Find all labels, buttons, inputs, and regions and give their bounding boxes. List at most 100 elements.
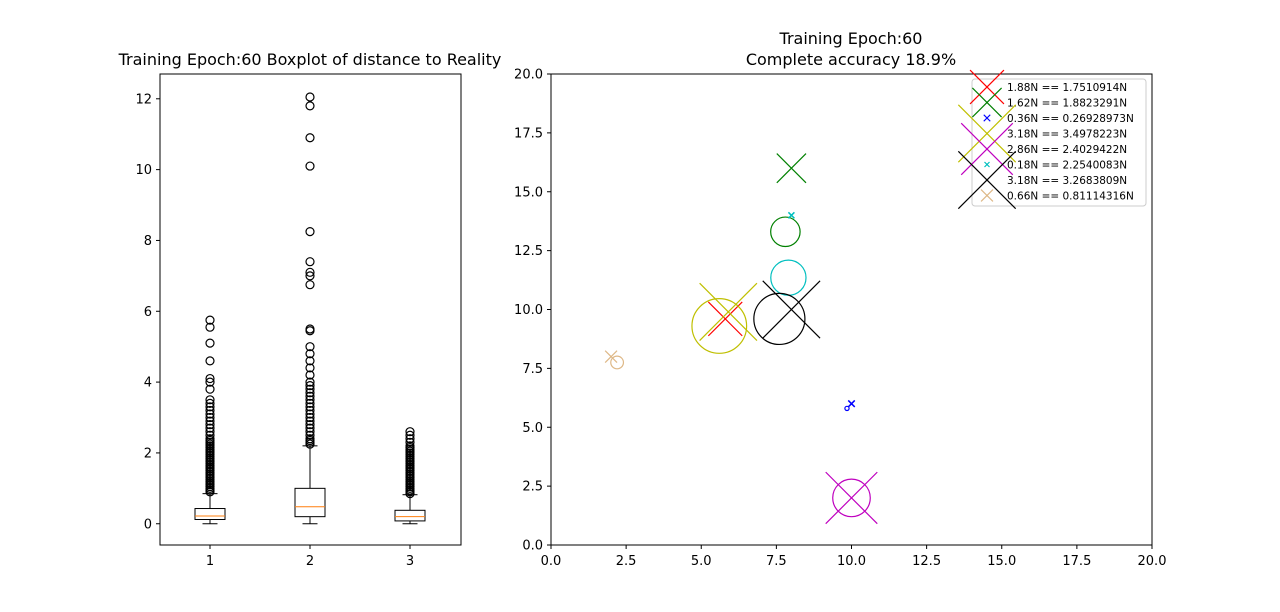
boxplot-chart: Training Epoch:60 Boxplot of distance to… <box>118 50 502 569</box>
y-tick-label: 17.5 <box>514 126 543 141</box>
outlier-point <box>205 377 215 387</box>
predicted-marker <box>604 350 618 363</box>
x-tick-label: 7.5 <box>766 554 787 569</box>
legend-marker <box>984 161 990 168</box>
outlier-point <box>405 437 415 447</box>
outlier-point <box>205 427 215 437</box>
outlier-point <box>305 161 315 171</box>
scatter-subtitle: Complete accuracy 18.9% <box>746 50 956 69</box>
predicted-marker <box>776 153 807 184</box>
legend-marker <box>969 69 1005 105</box>
outlier-point <box>205 384 215 394</box>
outlier-point <box>305 363 315 373</box>
actual-marker <box>770 259 807 296</box>
outlier-point <box>205 322 215 332</box>
boxplot-x-ticks: 1 2 3 <box>206 545 414 569</box>
scatter-title: Training Epoch:60 <box>779 29 923 48</box>
outlier-point <box>405 434 415 444</box>
x-tick-label: 17.5 <box>1062 554 1091 569</box>
y-tick-label: 10 <box>135 163 152 178</box>
boxplot-title: Training Epoch:60 Boxplot of distance to… <box>118 50 502 69</box>
boxplot-marks <box>194 92 426 525</box>
y-tick-label: 8 <box>144 234 152 249</box>
outlier-point <box>305 370 315 380</box>
actual-marker <box>844 405 850 412</box>
outlier-point <box>205 412 215 423</box>
outlier-point <box>205 405 215 416</box>
x-tick-label: 15.0 <box>987 554 1016 569</box>
x-tick-label: 10.0 <box>837 554 866 569</box>
predicted-marker <box>699 282 758 341</box>
outlier-point <box>305 388 315 398</box>
outlier-point <box>305 271 315 281</box>
actual-marker <box>610 355 625 370</box>
outlier-point <box>305 409 315 419</box>
outlier-point <box>205 402 215 412</box>
outlier-point <box>405 427 415 437</box>
y-tick-label: 15.0 <box>514 185 543 200</box>
outlier-point <box>305 101 315 111</box>
y-tick-label: 12 <box>135 92 152 107</box>
outlier-point <box>205 419 215 430</box>
x-tick-label: 12.5 <box>912 554 941 569</box>
scatter-marks <box>604 153 878 525</box>
x-tick-label: 3 <box>406 554 414 569</box>
outlier-point <box>305 226 315 237</box>
scatter-legend: 1.88N == 1.7510914N 1.62N == 1.8823291N 0.… <box>957 69 1147 210</box>
y-tick-label: 12.5 <box>514 244 543 259</box>
outlier-point <box>305 133 315 143</box>
legend-box <box>971 78 1147 207</box>
legend-marker <box>960 122 1014 176</box>
outlier-point <box>305 92 315 102</box>
outlier-point <box>305 402 315 412</box>
legend-marker <box>980 189 994 202</box>
legend-marker <box>983 114 991 122</box>
outlier-point <box>305 427 315 437</box>
outlier-point <box>305 342 315 352</box>
legend-label: 2.86N == 2.4029422N <box>1007 144 1127 156</box>
y-tick-label: 0.0 <box>522 539 543 554</box>
outlier-point <box>305 423 315 433</box>
y-tick-label: 0 <box>144 517 152 532</box>
box <box>394 509 426 522</box>
outlier-point <box>305 349 315 359</box>
y-tick-label: 5.0 <box>522 421 543 436</box>
y-tick-label: 20.0 <box>514 68 543 83</box>
box <box>194 508 226 521</box>
outlier-point <box>305 405 315 416</box>
scatter-frame <box>550 73 1153 546</box>
predicted-marker <box>707 301 743 337</box>
outlier-point <box>205 338 215 348</box>
legend-label: 3.18N == 3.2683809N <box>1007 175 1127 187</box>
predicted-marker <box>787 211 795 219</box>
legend-label: 0.18N == 2.2540083N <box>1007 160 1127 172</box>
actual-marker <box>691 298 748 354</box>
y-tick-label: 10.0 <box>514 303 543 318</box>
x-tick-label: 5.0 <box>691 554 712 569</box>
outlier-point <box>305 257 315 267</box>
x-tick-label: 2 <box>306 554 314 569</box>
legend-label: 0.66N == 0.81114316N <box>1007 191 1134 203</box>
scatter-y-ticks: 0.0 2.5 5.0 7.5 10.0 12.5 15.0 17.5 20.0 <box>514 68 551 554</box>
outlier-point <box>205 430 215 440</box>
x-tick-label: 0.0 <box>541 554 562 569</box>
outlier-point <box>205 395 215 405</box>
outlier-point <box>405 430 415 440</box>
actual-marker <box>832 478 871 518</box>
legend-label: 3.18N == 3.4978223N <box>1007 129 1127 141</box>
outlier-point <box>305 384 315 394</box>
outlier-point <box>205 373 215 384</box>
y-tick-label: 2 <box>144 446 152 461</box>
scatter-chart: Training Epoch:60 Complete accuracy 18.9… <box>514 29 1166 569</box>
outlier-point <box>305 324 315 334</box>
legend-marker <box>957 104 1017 163</box>
predicted-marker <box>847 399 856 408</box>
outlier-point <box>305 412 315 423</box>
x-tick-label: 2.5 <box>616 554 637 569</box>
legend-label: 0.36N == 0.26928973N <box>1007 113 1134 125</box>
y-tick-label: 2.5 <box>522 480 543 495</box>
outlier-point <box>305 280 315 290</box>
outlier-point <box>205 409 215 419</box>
outlier-point <box>405 441 415 451</box>
